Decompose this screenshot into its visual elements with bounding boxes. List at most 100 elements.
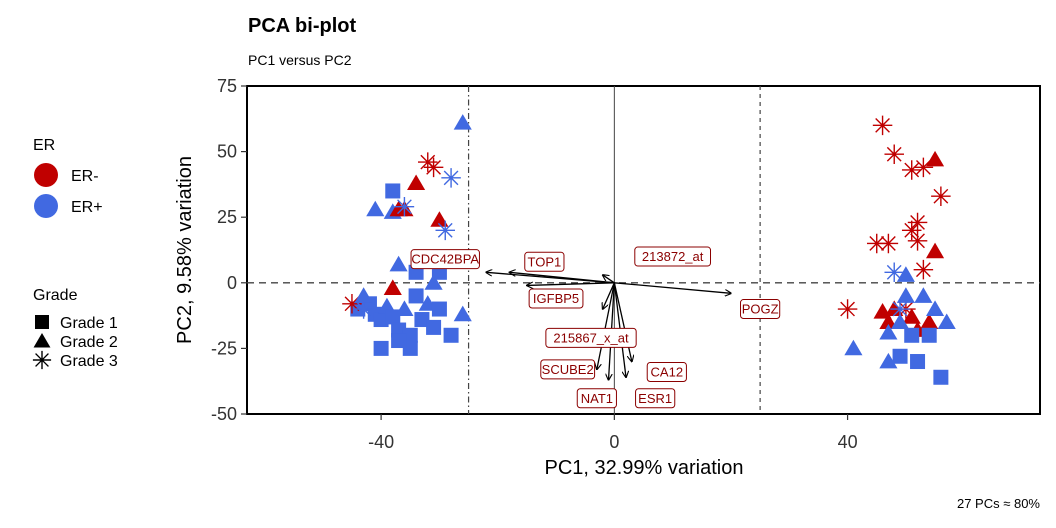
y-axis-title: PC2, 9.58% variation bbox=[174, 156, 196, 344]
legend-er-swatch bbox=[34, 163, 58, 187]
loading-label-text: POGZ bbox=[742, 302, 779, 317]
loading-label-text: SCUBE2 bbox=[542, 362, 594, 377]
data-point bbox=[937, 313, 956, 330]
data-point bbox=[913, 157, 934, 178]
loading-label-box bbox=[740, 299, 781, 320]
loading-label-text: CA12 bbox=[651, 365, 684, 380]
data-point bbox=[925, 242, 945, 259]
y-tick-label: 25 bbox=[217, 207, 237, 227]
loading-label: IGFBP5 bbox=[528, 288, 584, 309]
legend: ER ER- ER+ Grade Grade 1 Grade 2 Grade 3 bbox=[32, 137, 118, 370]
data-point bbox=[424, 274, 443, 290]
loading-label-text: CDC42BPA bbox=[411, 252, 479, 267]
data-point bbox=[885, 300, 904, 316]
loading-arrow bbox=[614, 282, 731, 293]
y-tick-label: 75 bbox=[217, 76, 237, 96]
data-point bbox=[901, 160, 922, 180]
legend-er-label: ER+ bbox=[71, 199, 103, 216]
legend-grade-label: Grade 2 bbox=[60, 334, 118, 351]
data-point bbox=[366, 200, 385, 217]
data-point bbox=[394, 196, 415, 217]
legend-er-swatch bbox=[34, 194, 58, 218]
loading-label-text: TOP1 bbox=[528, 254, 562, 269]
legend-er-title: ER bbox=[33, 137, 55, 154]
legend-grade-swatch bbox=[35, 315, 49, 329]
data-point bbox=[430, 211, 449, 227]
data-point bbox=[435, 220, 455, 241]
data-point bbox=[373, 312, 389, 328]
data-point bbox=[407, 174, 426, 190]
loading-arrow bbox=[597, 282, 615, 370]
data-point bbox=[389, 255, 408, 272]
loading-label: TOP1 bbox=[524, 251, 565, 272]
data-point bbox=[884, 262, 904, 283]
data-point bbox=[453, 305, 472, 322]
data-point bbox=[904, 327, 920, 343]
x-tick-label: 40 bbox=[838, 432, 858, 452]
data-point bbox=[879, 324, 898, 340]
loading-label-box bbox=[540, 359, 596, 380]
data-point bbox=[925, 300, 945, 316]
loading-label-box bbox=[524, 251, 565, 272]
loading-arrow bbox=[603, 275, 615, 284]
y-tick-label: -50 bbox=[211, 404, 237, 424]
loading-label: CDC42BPA bbox=[410, 249, 480, 270]
loading-arrow bbox=[613, 282, 631, 362]
data-point bbox=[354, 287, 373, 303]
data-point bbox=[890, 299, 910, 319]
loading-label-text: ESR1 bbox=[638, 391, 672, 406]
data-point bbox=[878, 233, 899, 254]
legend-grade-swatch bbox=[33, 332, 51, 348]
data-point bbox=[443, 327, 459, 343]
data-point bbox=[910, 354, 926, 370]
data-point bbox=[844, 339, 863, 356]
x-tick-label: -40 bbox=[368, 432, 394, 452]
loading-label: NAT1 bbox=[576, 388, 617, 409]
data-point bbox=[414, 312, 430, 328]
data-point bbox=[884, 144, 904, 164]
caption: 27 PCs ≈ 80% bbox=[957, 496, 1040, 511]
loading-label: 215867_x_at bbox=[545, 327, 637, 348]
loading-label: ESR1 bbox=[635, 388, 676, 409]
axis-ticks: -40 0 40 -50 -25 0 25 50 75 bbox=[211, 76, 858, 452]
loading-label-box bbox=[576, 388, 617, 409]
data-point bbox=[907, 212, 928, 233]
y-tick-label: 0 bbox=[227, 273, 237, 293]
data-point bbox=[902, 308, 921, 324]
data-point bbox=[385, 309, 401, 325]
legend-grade-label: Grade 3 bbox=[60, 353, 118, 370]
data-point bbox=[933, 369, 949, 385]
data-point bbox=[385, 183, 401, 199]
data-point bbox=[391, 333, 407, 349]
legend-grade-swatch bbox=[32, 350, 52, 370]
loading-label-text: 213872_at bbox=[642, 249, 704, 264]
data-point bbox=[373, 340, 389, 356]
data-point bbox=[453, 114, 472, 130]
data-point bbox=[441, 168, 461, 188]
data-point bbox=[901, 220, 922, 241]
loading-label-box bbox=[545, 327, 637, 348]
legend-grade-title: Grade bbox=[33, 287, 78, 304]
data-point bbox=[426, 319, 442, 335]
loading-label-box bbox=[635, 388, 676, 409]
data-point bbox=[402, 340, 418, 356]
data-point bbox=[383, 279, 402, 295]
loading-label-text: NAT1 bbox=[581, 391, 613, 406]
data-point bbox=[866, 233, 887, 254]
loading-arrow bbox=[527, 283, 615, 286]
data-point bbox=[342, 294, 362, 314]
data-point bbox=[913, 259, 934, 280]
data-point bbox=[353, 299, 374, 319]
data-point bbox=[920, 313, 939, 330]
data-point bbox=[408, 288, 424, 304]
data-point bbox=[431, 301, 447, 317]
data-point bbox=[395, 300, 414, 316]
data-point bbox=[402, 327, 418, 343]
loading-arrow bbox=[509, 272, 615, 284]
data-point bbox=[896, 266, 915, 282]
data-point bbox=[896, 287, 915, 303]
loading-label-box bbox=[646, 362, 687, 383]
data-point bbox=[891, 313, 910, 330]
